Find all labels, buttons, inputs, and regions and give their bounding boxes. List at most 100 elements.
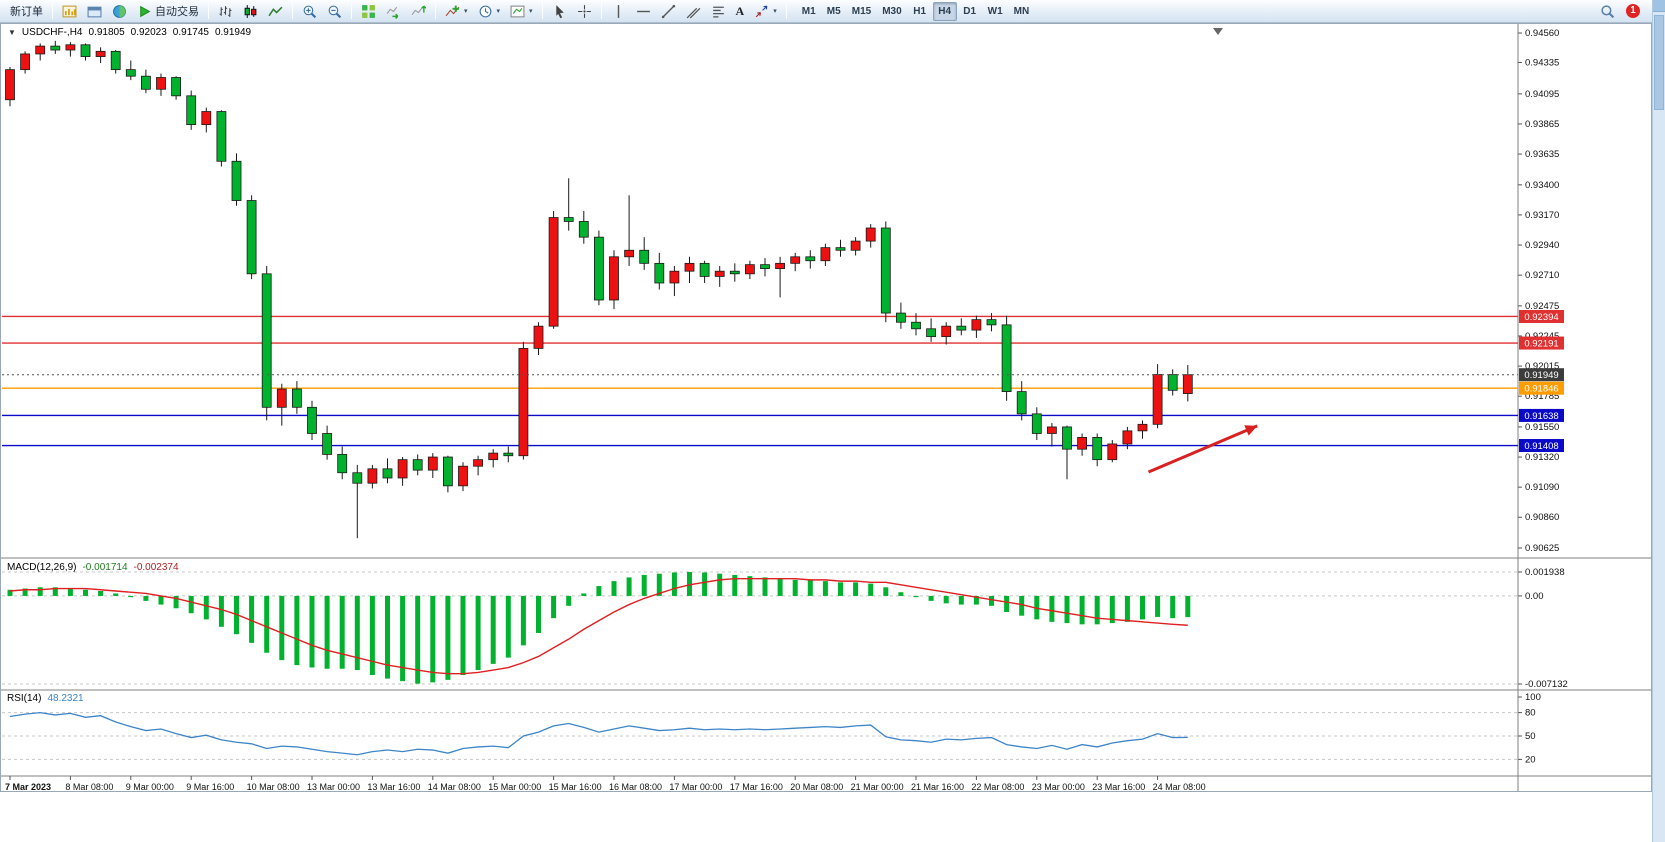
- search-icon: [1601, 4, 1615, 18]
- timeframe-button-m15[interactable]: M15: [847, 2, 876, 21]
- bar-chart-icon: [219, 5, 232, 17]
- timeframe-button-d1[interactable]: D1: [958, 2, 982, 21]
- vertical-line-tool-button[interactable]: [606, 2, 631, 21]
- horizontal-level-lines[interactable]: [2, 315, 1518, 447]
- chart-shift-button[interactable]: [406, 2, 431, 21]
- svg-text:0.93635: 0.93635: [1525, 149, 1559, 160]
- timeframe-button-m5[interactable]: M5: [822, 2, 846, 21]
- svg-text:0.91320: 0.91320: [1525, 452, 1559, 463]
- auto-scroll-button[interactable]: [381, 2, 406, 21]
- bar-chart-button[interactable]: [213, 2, 238, 21]
- autotrading-button[interactable]: 自动交易: [132, 2, 204, 21]
- ohlc-open: 0.91805: [88, 27, 125, 38]
- candlestick-chart-button[interactable]: [238, 2, 263, 21]
- market-watch-button[interactable]: [107, 2, 132, 21]
- trendline-tool-button[interactable]: [656, 2, 681, 21]
- svg-text:0.91949: 0.91949: [1524, 370, 1558, 381]
- svg-text:14 Mar 08:00: 14 Mar 08:00: [428, 782, 481, 792]
- svg-text:0.90625: 0.90625: [1525, 543, 1559, 554]
- rsi-value: 48.2321: [47, 693, 84, 704]
- periods-button[interactable]: ▾: [473, 2, 506, 21]
- channel-tool-button[interactable]: [681, 2, 706, 21]
- chevron-down-icon: ▾: [496, 8, 501, 15]
- vertical-scrollbar[interactable]: [1652, 0, 1665, 842]
- notification-badge[interactable]: 1: [1626, 4, 1640, 18]
- timeframe-group: M1 M5 M15 M30 H1 H4 D1 W1 MN: [797, 1, 1035, 21]
- timeframe-button-h4[interactable]: H4: [932, 1, 957, 21]
- cursor-icon: [555, 4, 564, 18]
- svg-text:0.91550: 0.91550: [1525, 422, 1559, 433]
- svg-text:0.91638: 0.91638: [1524, 411, 1558, 422]
- chart-shift-icon: [411, 5, 426, 15]
- zoom-out-icon: [328, 5, 342, 18]
- scrollbar-thumb[interactable]: [1654, 15, 1664, 110]
- toolbar-separator: [435, 3, 436, 19]
- scrollbar-top-button[interactable]: [1653, 0, 1665, 12]
- trend-arrow-annotation[interactable]: [1147, 424, 1258, 474]
- time-axis[interactable]: 7 Mar 2023 8 Mar 08:00 9 Mar 00:00 9 Mar 16…: [5, 776, 1206, 792]
- text-tool-label: A: [735, 3, 745, 18]
- timeframe-button-w1[interactable]: W1: [983, 2, 1008, 21]
- zoom-in-button[interactable]: [297, 2, 322, 21]
- arrows-tool-button[interactable]: ▾: [749, 2, 782, 21]
- timeframe-button-h1[interactable]: H1: [908, 2, 932, 21]
- zoom-out-button[interactable]: [322, 2, 347, 21]
- svg-text:13 Mar 16:00: 13 Mar 16:00: [367, 782, 420, 792]
- chevron-down-icon: ▾: [464, 8, 468, 15]
- candlestick-icon: [244, 4, 257, 18]
- cursor-button[interactable]: [547, 2, 572, 21]
- text-tool-button[interactable]: A: [731, 2, 750, 21]
- new-chart-button[interactable]: [57, 2, 82, 21]
- ohlc-close: 0.91949: [214, 27, 252, 38]
- profiles-icon: [87, 6, 102, 17]
- equidistant-channel-icon: [686, 7, 700, 18]
- line-chart-button[interactable]: [263, 2, 288, 21]
- fibonacci-icon: [712, 6, 724, 17]
- svg-text:24 Mar 08:00: 24 Mar 08:00: [1153, 782, 1206, 792]
- arrow-objects-icon: [755, 5, 768, 17]
- macd-value: -0.001714: [82, 562, 128, 573]
- crosshair-button[interactable]: [572, 2, 597, 21]
- fibonacci-tool-button[interactable]: [706, 2, 731, 21]
- svg-text:15 Mar 00:00: 15 Mar 00:00: [488, 782, 541, 792]
- search-button[interactable]: [1595, 2, 1620, 21]
- one-click-trading-toggle[interactable]: ▼: [8, 28, 16, 37]
- crosshair-icon: [577, 4, 591, 18]
- toolbar-separator: [785, 3, 787, 19]
- price-axis[interactable]: 0.94560 0.94335 0.94095 0.93865 0.93635 0.934…: [1518, 28, 1559, 554]
- profiles-button[interactable]: [82, 2, 107, 21]
- zoom-in-icon: [303, 5, 317, 18]
- new-order-label: 新订单: [10, 6, 43, 18]
- symbol-name: USDCHF-,H4: [21, 27, 83, 38]
- svg-text:7 Mar 2023: 7 Mar 2023: [5, 782, 51, 792]
- svg-text:0.91090: 0.91090: [1525, 482, 1559, 493]
- svg-text:0.94335: 0.94335: [1525, 57, 1559, 68]
- svg-text:21 Mar 16:00: 21 Mar 16:00: [911, 782, 964, 792]
- tile-windows-button[interactable]: [356, 2, 381, 21]
- horizontal-line-tool-button[interactable]: [631, 2, 656, 21]
- chart-shift-marker[interactable]: [1213, 28, 1223, 35]
- templates-button[interactable]: ▾: [505, 2, 538, 21]
- toolbar-separator: [541, 3, 543, 19]
- globe-icon: [113, 4, 126, 18]
- svg-text:0.92191: 0.92191: [1524, 339, 1558, 350]
- price-tags: 0.92394 0.92191 0.91846 0.91638 0.91408 0.919…: [1519, 309, 1564, 453]
- svg-text:9 Mar 16:00: 9 Mar 16:00: [186, 782, 234, 792]
- svg-text:0.93400: 0.93400: [1525, 180, 1559, 191]
- macd-signal-value: -0.002374: [133, 562, 179, 573]
- svg-text:13 Mar 00:00: 13 Mar 00:00: [307, 782, 360, 792]
- timeframe-button-m1[interactable]: M1: [797, 2, 821, 21]
- svg-text:9 Mar 00:00: 9 Mar 00:00: [126, 782, 174, 792]
- chart-symbol-label: ▼ USDCHF-,H4 0.91805 0.92023 0.91745 0.91949: [8, 27, 257, 38]
- candles: [5, 40, 1193, 539]
- indicators-button[interactable]: ▾: [440, 2, 473, 21]
- timeframe-button-mn[interactable]: MN: [1009, 2, 1035, 21]
- new-order-button[interactable]: 新订单: [5, 2, 48, 21]
- svg-text:20 Mar 08:00: 20 Mar 08:00: [790, 782, 843, 792]
- rsi-name: RSI(14): [7, 693, 42, 704]
- timeframe-button-m30[interactable]: M30: [877, 2, 906, 21]
- toolbar-separator: [600, 3, 602, 19]
- svg-text:8 Mar 08:00: 8 Mar 08:00: [65, 782, 113, 792]
- rsi-indicator-label: RSI(14) 48.2321: [7, 693, 90, 704]
